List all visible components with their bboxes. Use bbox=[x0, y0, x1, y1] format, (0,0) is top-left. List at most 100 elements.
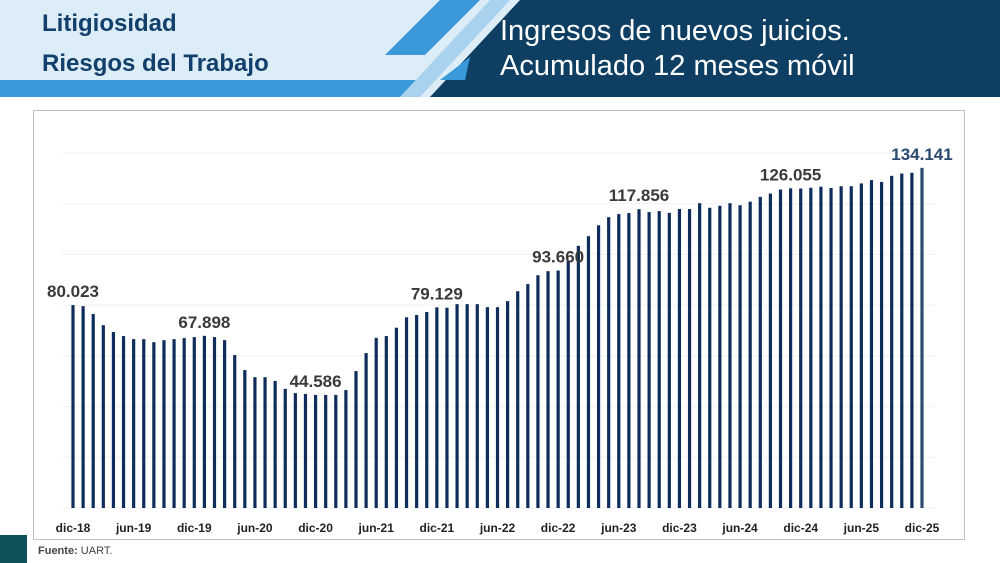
bar bbox=[71, 305, 75, 508]
bar bbox=[162, 340, 166, 508]
bar bbox=[839, 186, 843, 509]
bar bbox=[859, 183, 863, 508]
bar bbox=[425, 311, 429, 508]
bar bbox=[536, 275, 540, 508]
bar bbox=[212, 337, 217, 508]
section-title: Litigiosidad bbox=[42, 10, 177, 37]
bar bbox=[243, 370, 247, 508]
bar bbox=[809, 187, 813, 508]
bar bbox=[303, 393, 308, 508]
data-label: 79.129 bbox=[411, 284, 463, 303]
bar bbox=[404, 317, 409, 508]
bar bbox=[890, 175, 894, 509]
data-label: 80.023 bbox=[47, 282, 99, 301]
bar bbox=[778, 189, 783, 508]
bar bbox=[728, 203, 732, 508]
bar bbox=[758, 196, 762, 508]
bar bbox=[223, 340, 227, 508]
x-tick-label: jun-24 bbox=[721, 521, 758, 535]
bar bbox=[202, 335, 206, 508]
bar bbox=[607, 217, 611, 508]
header-decoration bbox=[0, 0, 1000, 97]
x-tick-label: dic-22 bbox=[541, 521, 576, 535]
bar bbox=[313, 394, 318, 508]
bar bbox=[475, 304, 479, 508]
bar bbox=[273, 380, 277, 508]
bar bbox=[324, 394, 328, 508]
bar bbox=[687, 209, 692, 508]
bar bbox=[192, 337, 196, 508]
x-tick-label: dic-18 bbox=[56, 521, 91, 535]
bar bbox=[516, 291, 520, 508]
x-tick-label: jun-19 bbox=[115, 521, 152, 535]
data-label: 126.055 bbox=[760, 165, 821, 184]
bar bbox=[465, 304, 469, 508]
x-tick-label: dic-21 bbox=[420, 521, 455, 535]
bar bbox=[748, 201, 752, 508]
bar bbox=[768, 193, 772, 509]
bar bbox=[829, 187, 833, 508]
bar bbox=[495, 307, 500, 508]
bar bbox=[586, 236, 591, 508]
bar bbox=[354, 371, 358, 508]
bar bbox=[637, 209, 641, 508]
bar bbox=[566, 261, 570, 508]
bar bbox=[415, 315, 419, 508]
x-tick-label: dic-23 bbox=[662, 521, 697, 535]
chart-title-line1: Ingresos de nuevos juicios. bbox=[500, 15, 850, 47]
chart-frame bbox=[33, 110, 965, 540]
bar bbox=[142, 339, 146, 508]
x-tick-label: jun-22 bbox=[479, 521, 516, 535]
data-label: 67.898 bbox=[178, 313, 230, 332]
bar bbox=[576, 245, 580, 509]
bar bbox=[253, 377, 257, 508]
bar bbox=[910, 172, 914, 508]
bar bbox=[172, 339, 176, 508]
bar bbox=[708, 207, 712, 508]
bar bbox=[121, 336, 126, 508]
bar bbox=[526, 284, 530, 508]
bar bbox=[920, 167, 924, 508]
bar bbox=[849, 186, 853, 509]
bar bbox=[91, 314, 95, 508]
x-tick-label: dic-20 bbox=[298, 521, 333, 535]
bar bbox=[283, 388, 287, 508]
bar bbox=[334, 394, 338, 508]
source-note: Fuente: UART. bbox=[38, 545, 112, 557]
bar bbox=[647, 212, 651, 508]
bar bbox=[627, 213, 631, 508]
source-value: UART. bbox=[80, 545, 113, 557]
bar bbox=[435, 307, 439, 508]
bar bbox=[111, 332, 116, 508]
data-label: 44.586 bbox=[290, 372, 342, 391]
bar bbox=[101, 325, 105, 508]
bar bbox=[677, 209, 682, 508]
data-label: 134.141 bbox=[891, 145, 952, 164]
bar bbox=[596, 225, 601, 508]
bar bbox=[132, 339, 136, 508]
x-tick-label: jun-25 bbox=[843, 521, 880, 535]
bar bbox=[81, 306, 85, 508]
bar bbox=[556, 270, 560, 508]
bar bbox=[394, 327, 399, 508]
bar bbox=[667, 212, 671, 509]
bar bbox=[293, 393, 297, 508]
bar bbox=[879, 181, 884, 508]
bar bbox=[182, 338, 186, 508]
bar bbox=[546, 271, 550, 508]
bar bbox=[485, 307, 489, 508]
bar bbox=[364, 353, 368, 508]
bar bbox=[506, 301, 510, 508]
source-label: Fuente: bbox=[38, 545, 78, 557]
x-tick-label: dic-24 bbox=[783, 521, 818, 535]
bar bbox=[869, 180, 874, 508]
bar bbox=[718, 205, 722, 508]
bar bbox=[233, 355, 237, 508]
x-tick-label: dic-25 bbox=[905, 521, 940, 535]
corner-accent bbox=[0, 535, 27, 563]
x-tick-label: jun-21 bbox=[358, 521, 395, 535]
chart-title-line2: Acumulado 12 meses móvil bbox=[500, 50, 855, 82]
x-tick-label: jun-20 bbox=[236, 521, 273, 535]
section-subtitle: Riesgos del Trabajo bbox=[42, 50, 269, 77]
